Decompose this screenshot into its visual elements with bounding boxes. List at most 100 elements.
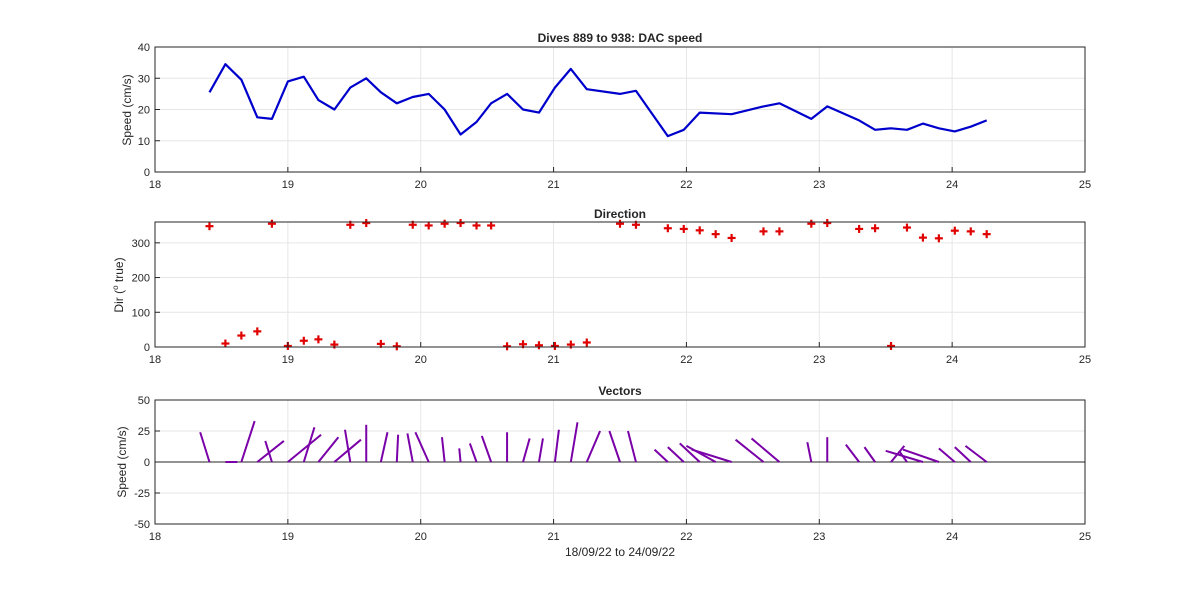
direction-point [362, 219, 371, 228]
vector-segment [750, 437, 781, 463]
vectors-xtick-label: 18 [149, 531, 161, 543]
direction-point [934, 234, 943, 243]
speed-ytick-label: 0 [144, 167, 150, 179]
direction-point [237, 331, 246, 340]
vector-segment [734, 438, 765, 463]
vectors-xtick-label: 20 [415, 531, 427, 543]
direction-point [695, 226, 704, 235]
vectors-ytick-label: -25 [134, 488, 150, 500]
vector-segment [287, 433, 322, 463]
vectors-xlabel: 18/09/22 to 24/09/22 [565, 545, 675, 559]
speed-title: Dives 889 to 938: DAC speed [538, 31, 703, 45]
direction-point [424, 221, 433, 230]
direction-ytick-label: 300 [132, 238, 150, 250]
vector-segment [537, 438, 544, 463]
vector-segment [480, 435, 493, 463]
vector-segment [667, 446, 685, 463]
direction-xtick-label: 25 [1079, 354, 1091, 366]
direction-point [267, 219, 276, 228]
degree-superscript: o [111, 285, 120, 290]
direction-point [871, 224, 880, 233]
direction-point [775, 227, 784, 236]
vector-segment [685, 445, 717, 463]
vector-segment [569, 422, 579, 463]
vector-segment [679, 442, 701, 463]
vector-segment [343, 429, 352, 463]
vector-segment [406, 433, 414, 463]
direction-xtick-label: 19 [282, 354, 294, 366]
vector-segment [317, 436, 340, 463]
vectors-ytick-label: 0 [144, 457, 150, 469]
vector-segment [845, 444, 860, 463]
direction-point [253, 327, 262, 336]
vector-segment [863, 446, 876, 463]
speed-xtick-label: 20 [415, 179, 427, 191]
vector-segment [938, 447, 956, 463]
direction-point [902, 223, 911, 232]
vector-segment [954, 446, 972, 463]
direction-point [950, 226, 959, 235]
speed-ytick-label: 20 [138, 105, 150, 117]
direction-ytick-label: 100 [132, 307, 150, 319]
direction-point [823, 219, 832, 228]
direction-point [855, 224, 864, 233]
vector-segment [264, 440, 273, 463]
speed-ylabel: Speed (cm/s) [120, 74, 134, 145]
direction-point [440, 219, 449, 228]
direction-xtick-label: 23 [813, 354, 825, 366]
direction-point [982, 230, 991, 239]
vector-segment [653, 448, 669, 463]
direction-panel: Direction 18 19 20 21 22 23 24 25 0 100 200 300 Dir… [111, 207, 1091, 366]
vectors-ytick-label: 50 [138, 395, 150, 407]
vectors-xtick-label: 21 [547, 531, 559, 543]
vector-segment [256, 440, 285, 463]
direction-point [205, 222, 214, 231]
direction-point [456, 219, 465, 228]
direction-axes-box [154, 221, 1086, 348]
direction-point [759, 227, 768, 236]
vectors-xtick-label: 25 [1079, 531, 1091, 543]
direction-point [314, 335, 323, 344]
direction-xtick-label: 18 [149, 354, 161, 366]
vector-segment [608, 430, 621, 463]
vector-segment [440, 437, 446, 463]
speed-ytick-label: 40 [138, 42, 150, 54]
direction-point [550, 341, 559, 350]
direction-point [487, 221, 496, 230]
direction-title: Direction [594, 207, 646, 221]
vector-segment [553, 429, 560, 463]
direction-ylabel: Dir (o true) [111, 257, 126, 312]
vector-segment [522, 438, 531, 463]
speed-xtick-label: 23 [813, 179, 825, 191]
direction-xtick-label: 21 [547, 354, 559, 366]
direction-point [299, 336, 308, 345]
vector-segment [627, 430, 637, 463]
vectors-xtick-label: 23 [813, 531, 825, 543]
vector-segment [806, 441, 813, 463]
direction-markers [205, 219, 991, 351]
speed-xtick-label: 18 [149, 179, 161, 191]
vector-segment [395, 434, 400, 463]
vectors-xtick-label: 19 [282, 531, 294, 543]
vectors-ticks: 18 19 20 21 22 23 24 25 -50 -25 0 25 50 [134, 395, 1091, 543]
direction-point [221, 339, 230, 348]
direction-xtick-label: 22 [680, 354, 692, 366]
direction-point [711, 230, 720, 239]
vector-segment [199, 431, 211, 463]
direction-ytick-label: 0 [144, 342, 150, 354]
direction-point [807, 219, 816, 228]
vectors-panel: Vectors 18 19 20 21 22 23 24 25 -50 -25 0 25 50 Spee… [115, 384, 1091, 559]
vector-segment [302, 426, 316, 463]
speed-xtick-label: 24 [946, 179, 958, 191]
speed-panel: Dives 889 to 938: DAC speed 18 19 20 21 22 23… [120, 31, 1091, 191]
vectors-ytick-label: 25 [138, 426, 150, 438]
vectors-ylabel: Speed (cm/s) [115, 426, 129, 497]
speed-ytick-label: 30 [138, 73, 150, 85]
direction-point [582, 338, 591, 347]
direction-point [472, 221, 481, 230]
direction-point [679, 224, 688, 233]
vector-segment [458, 448, 462, 463]
direction-point [918, 233, 927, 242]
vectors-xtick-label: 22 [680, 531, 692, 543]
